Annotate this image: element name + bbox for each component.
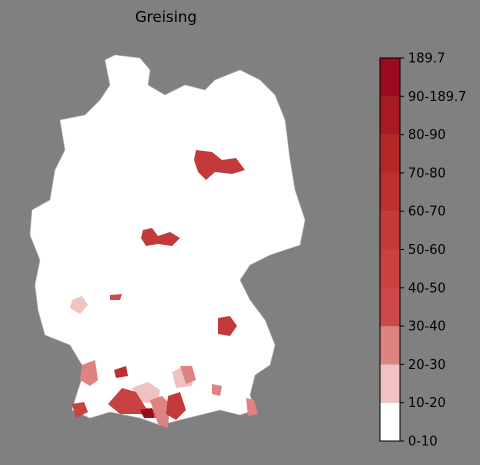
colorbar-band <box>380 58 400 97</box>
region <box>150 396 170 428</box>
germany-map <box>29 54 306 428</box>
colorbar-label: 0-10 <box>408 435 438 450</box>
colorbar-label: 20-30 <box>408 358 446 373</box>
region <box>218 316 237 336</box>
colorbar-label: 40-50 <box>408 281 446 296</box>
colorbar-label: 90-189.7 <box>408 90 466 105</box>
colorbar-label: 80-90 <box>408 128 446 143</box>
region <box>194 150 245 180</box>
region <box>141 228 180 246</box>
colorbar-band <box>380 134 400 173</box>
region <box>246 398 258 416</box>
region <box>110 294 122 300</box>
colorbar-label: 50-60 <box>408 243 446 258</box>
colorbar-band <box>380 364 400 403</box>
colorbar-label: 10-20 <box>408 396 446 411</box>
region <box>114 366 128 378</box>
region <box>80 360 98 386</box>
colorbar-label: 70-80 <box>408 166 446 181</box>
colorbar-band <box>380 287 400 327</box>
colorbar-band <box>380 211 400 250</box>
colorbar-band <box>380 172 400 212</box>
colorbar-label: 60-70 <box>408 205 446 220</box>
colorbar-band <box>380 96 400 135</box>
colorbar-band <box>380 249 400 288</box>
region <box>140 408 154 418</box>
colorbar-band <box>380 402 400 441</box>
colorbar-label: 189.7 <box>408 52 445 67</box>
colorbar-label: 30-40 <box>408 320 446 335</box>
map-title: Greising <box>135 8 197 26</box>
region <box>180 366 196 384</box>
region <box>212 384 222 396</box>
colorbar-band <box>380 326 400 365</box>
colorbar: 0-10 10-20 20-30 30-40 40-50 50-60 60-70 70-80 8… <box>379 52 466 450</box>
region <box>72 402 88 418</box>
region <box>166 392 186 420</box>
region <box>70 296 88 314</box>
